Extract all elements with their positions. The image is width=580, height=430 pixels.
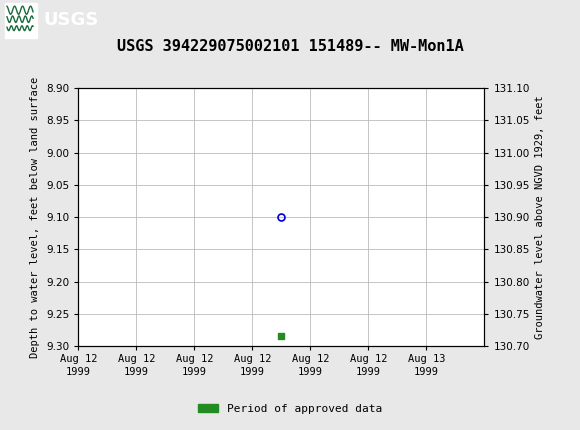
Text: USGS 394229075002101 151489-- MW-Mon1A: USGS 394229075002101 151489-- MW-Mon1A: [117, 39, 463, 54]
Legend: Period of approved data: Period of approved data: [194, 399, 386, 418]
Text: USGS: USGS: [44, 12, 99, 29]
Y-axis label: Groundwater level above NGVD 1929, feet: Groundwater level above NGVD 1929, feet: [535, 95, 545, 339]
Bar: [5, 3, 37, 37]
Y-axis label: Depth to water level, feet below land surface: Depth to water level, feet below land su…: [31, 77, 41, 358]
